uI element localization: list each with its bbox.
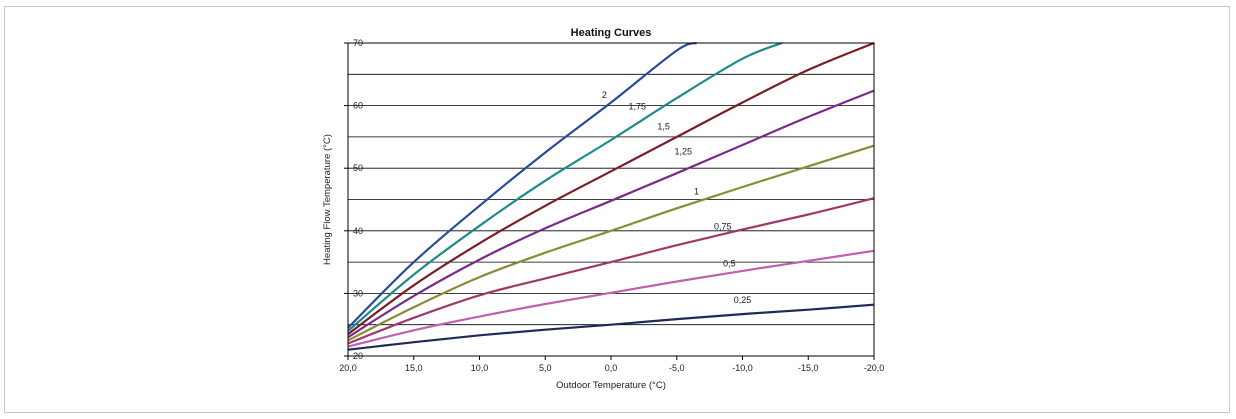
y-tick-label: 50 [353, 163, 363, 173]
series-line-1 [347, 144, 875, 342]
y-tick-label: 70 [353, 38, 363, 48]
curve-label: 0,5 [723, 258, 736, 268]
grid-lines [348, 42, 874, 326]
y-axis-ticks: 20 30 40 50 60 70 [344, 38, 363, 361]
curve-label: 1,75 [629, 101, 647, 111]
series-line-2 [347, 41, 697, 329]
series-line-0-75 [347, 197, 875, 345]
series-line-1-25 [347, 89, 875, 339]
curve-label: 1,5 [657, 121, 670, 131]
x-tick-label: 15,0 [405, 363, 423, 373]
y-axis-label: Heating Flow Temperature (°C) [322, 134, 333, 265]
y-tick-label: 60 [353, 101, 363, 111]
curve-label: 0,25 [734, 295, 752, 305]
x-tick-label: -20,0 [864, 363, 885, 373]
y-tick-label: 40 [353, 226, 363, 236]
page-frame [4, 6, 1230, 413]
curve-label: 1 [694, 186, 699, 196]
series-lines [347, 41, 875, 351]
x-tick-label: 5,0 [539, 363, 552, 373]
series-line-1-75 [347, 41, 783, 332]
y-tick-label: 20 [353, 351, 363, 361]
x-tick-label: 20,0 [339, 363, 357, 373]
x-tick-label: 10,0 [471, 363, 489, 373]
x-tick-label: -10,0 [732, 363, 753, 373]
y-tick-label: 30 [353, 288, 363, 298]
x-axis-ticks: 20,0 15,0 10,0 5,0 0,0 -5,0 -10,0 -15,0 -20,0 [339, 356, 884, 373]
x-tick-label: -15,0 [798, 363, 819, 373]
curve-label: 1,25 [675, 146, 693, 156]
x-tick-label: -5,0 [669, 363, 685, 373]
chart-title: Heating Curves [571, 27, 652, 39]
x-axis-label: Outdoor Temperature (°C) [556, 380, 666, 391]
series-line-1-5 [347, 41, 875, 335]
x-tick-label: 0,0 [605, 363, 618, 373]
curve-labels: 2 1,75 1,5 1,25 1 0,75 0,5 0,25 [602, 90, 751, 305]
curve-label: 2 [602, 90, 607, 100]
series-line-0-5 [347, 249, 875, 348]
series-line-0-25 [347, 303, 875, 351]
curve-label: 0,75 [714, 222, 732, 232]
